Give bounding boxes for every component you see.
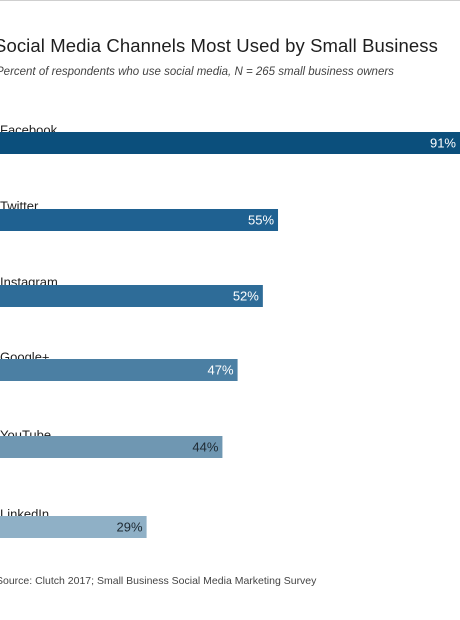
bar-facebook (0, 132, 460, 154)
bar-instagram (0, 285, 263, 307)
value-label-instagram: 52% (233, 288, 259, 303)
chart-source: Source: Clutch 2017; Small Business Soci… (0, 575, 317, 587)
value-label-google: 47% (208, 362, 234, 377)
bar-google (0, 359, 238, 381)
chart-title: Social Media Channels Most Used by Small… (0, 35, 438, 56)
value-label-twitter: 55% (248, 212, 274, 227)
top-divider (0, 0, 460, 1)
bar-twitter (0, 209, 279, 231)
value-label-facebook: 91% (430, 135, 456, 150)
bar-chart: Facebook91%Twitter55%Instagram52%Google+… (0, 123, 460, 538)
value-label-youtube: 44% (192, 439, 218, 454)
bar-linkedin (0, 516, 147, 538)
value-label-linkedin: 29% (117, 519, 143, 534)
bar-youtube (0, 436, 223, 458)
chart-subtitle: Percent of respondents who use social me… (0, 66, 394, 78)
